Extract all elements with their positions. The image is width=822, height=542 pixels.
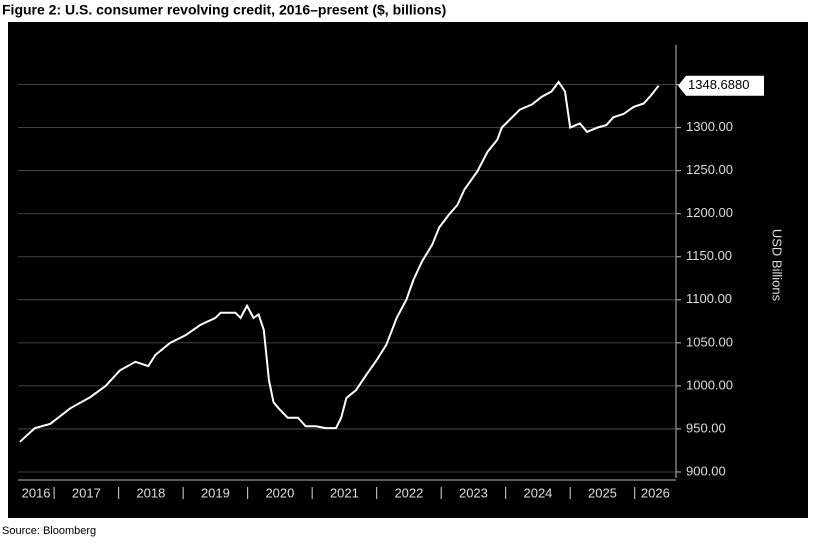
x-tick-label: 2017 [72, 485, 101, 500]
x-tick-label: 2022 [394, 485, 423, 500]
x-tick-label: 2019 [201, 485, 230, 500]
source-note: Source: Bloomberg [2, 525, 96, 537]
y-tick-label: 1100.00 [686, 291, 732, 306]
chart-title: Figure 2: U.S. consumer revolving credit… [2, 2, 446, 18]
y-tick-label: 950.00 [686, 420, 726, 435]
line-series [19, 80, 660, 443]
y-tick-label: 1250.00 [686, 162, 733, 177]
chart-background [8, 22, 808, 518]
y-tick-label: 1300.00 [686, 119, 733, 134]
y-tick-label: 1150.00 [686, 248, 732, 263]
x-tick-label: 2018 [136, 485, 165, 500]
x-tick-label: 2023 [459, 485, 488, 500]
y-axis-label: USD Billions [770, 229, 785, 302]
x-tick-label: 2020 [265, 485, 294, 500]
x-tick-label: 2016 [22, 485, 51, 500]
value-label: 1348.6880 [688, 77, 749, 92]
x-tick-label: 2025 [588, 485, 617, 500]
value-label-box [678, 75, 764, 96]
y-tick-label: 1000.00 [686, 377, 733, 392]
y-tick-label: 900.00 [686, 463, 726, 478]
x-tick-label: 2024 [523, 485, 552, 500]
y-tick-label: 1200.00 [686, 205, 733, 220]
x-tick-label: 2021 [330, 485, 359, 500]
x-tick-label: 2026 [641, 485, 670, 500]
y-tick-label: 1050.00 [686, 334, 733, 349]
